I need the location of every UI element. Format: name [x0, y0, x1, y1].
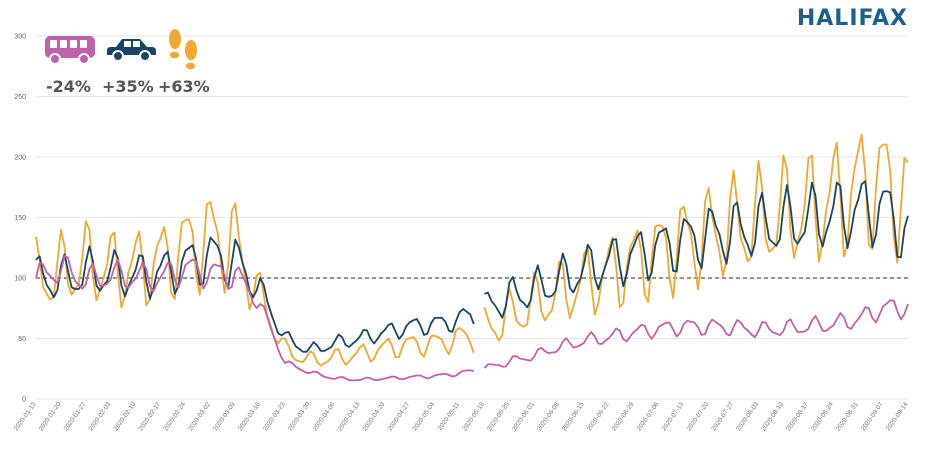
x-tick-label: 2020-02-03	[88, 401, 113, 433]
y-tick-label: 0	[22, 397, 26, 404]
x-tick-label: 2020-09-14	[885, 401, 910, 433]
x-tick-label: 2020-05-25	[486, 401, 511, 433]
x-tick-label: 2020-03-09	[212, 401, 237, 433]
x-tick-label: 2020-02-24	[162, 401, 187, 433]
y-tick-label: 150	[14, 215, 26, 222]
series-line-car	[35, 236, 475, 353]
y-tick-label: 100	[14, 276, 26, 283]
x-tick-label: 2020-03-02	[187, 401, 212, 433]
y-tick-label: 50	[18, 336, 26, 343]
x-tick-label: 2020-06-08	[536, 401, 561, 433]
x-tick-label: 2020-03-30	[287, 401, 312, 433]
x-tick-label: 2020-04-20	[362, 401, 387, 433]
x-tick-label: 2020-05-04	[411, 401, 436, 433]
x-tick-label: 2020-08-24	[810, 401, 835, 433]
series-line-footprints	[483, 133, 909, 342]
chart-series	[35, 133, 909, 382]
brand-logo: HALIFAX	[796, 6, 908, 31]
x-axis-ticks: 2020-01-13 2020-01-20 2020-01-27 2020-02-03…	[13, 401, 910, 433]
y-tick-label: 300	[14, 34, 26, 41]
x-tick-label: 2020-07-20	[686, 401, 711, 433]
y-tick-label: 250	[14, 94, 26, 101]
x-tick-label: 2020-02-17	[137, 401, 162, 433]
x-tick-label: 2020-05-18	[461, 401, 486, 433]
series-line-footprints	[35, 201, 475, 367]
x-tick-label: 2020-06-15	[561, 401, 586, 433]
walking-change-label: +63%	[158, 77, 210, 96]
x-tick-label: 2020-01-27	[63, 401, 88, 433]
y-axis-ticks: 0 50 100 150 200 250 300	[14, 34, 26, 404]
x-tick-label: 2020-04-27	[387, 401, 412, 433]
x-tick-label: 2020-01-20	[38, 401, 63, 433]
x-tick-label: 2020-09-07	[860, 401, 885, 433]
x-tick-label: 2020-05-11	[437, 401, 462, 432]
x-tick-label: 2020-07-06	[636, 401, 661, 433]
x-tick-label: 2020-06-22	[586, 401, 611, 433]
x-tick-label: 2020-07-27	[710, 401, 735, 433]
x-tick-label: 2020-08-03	[735, 401, 760, 433]
x-tick-label: 2020-04-13	[337, 401, 362, 433]
y-tick-label: 200	[14, 155, 26, 162]
x-tick-label: 2020-07-13	[661, 401, 686, 433]
x-tick-label: 2020-03-16	[237, 401, 262, 433]
bus-change-label: -24%	[46, 77, 91, 96]
series-line-bus	[35, 255, 474, 382]
x-tick-label: 2020-04-06	[312, 401, 337, 433]
x-tick-label: 2020-06-01	[511, 401, 536, 433]
x-tick-label: 2020-03-23	[262, 401, 287, 433]
footprints-icon	[166, 28, 202, 81]
x-tick-label: 2020-06-29	[611, 401, 636, 433]
car-change-label: +35%	[102, 77, 154, 96]
x-tick-label: 2020-08-10	[760, 401, 785, 433]
x-tick-label: 2020-02-10	[112, 401, 137, 433]
x-tick-label: 2020-08-31	[835, 401, 860, 433]
series-line-car	[484, 180, 909, 319]
x-tick-label: 2020-08-17	[785, 401, 810, 433]
series-line-bus	[483, 299, 909, 369]
car-icon	[104, 36, 158, 71]
bus-icon	[44, 34, 96, 73]
x-tick-label: 2020-01-13	[13, 401, 38, 433]
